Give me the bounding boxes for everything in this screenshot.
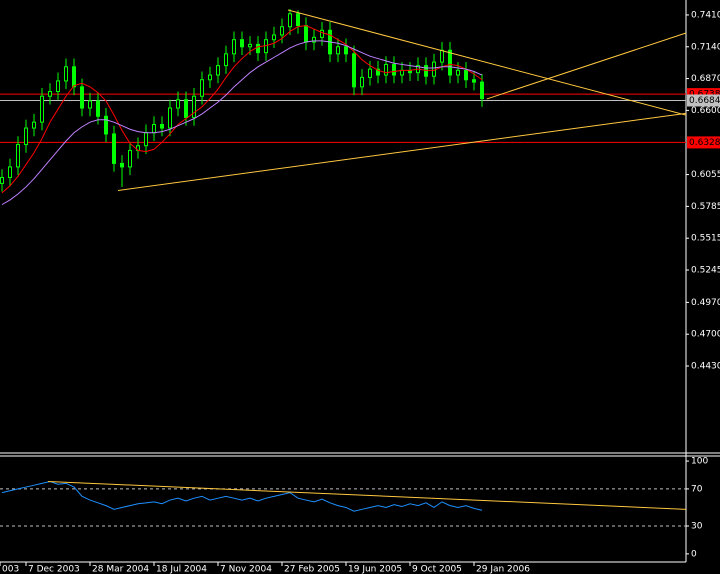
candle-body bbox=[224, 53, 228, 67]
x-tick-label: 19 Jun 2005 bbox=[348, 565, 402, 574]
candle-body bbox=[304, 25, 308, 43]
indicator-line bbox=[1, 480, 483, 512]
y-tick-label: 0.4970 bbox=[691, 298, 720, 308]
trend-line bbox=[47, 480, 687, 510]
y-tick-label: 0.7410 bbox=[691, 10, 720, 20]
candle-body bbox=[392, 63, 396, 76]
candle-body bbox=[336, 46, 340, 55]
candle-body bbox=[432, 61, 436, 77]
candle-body bbox=[240, 39, 244, 48]
candle-body bbox=[32, 121, 36, 129]
y-tick-label: 70 bbox=[691, 484, 703, 494]
x-tick-label: 29 Jan 2006 bbox=[476, 565, 530, 574]
candle-body bbox=[248, 43, 252, 48]
candle-body bbox=[40, 95, 44, 123]
candle-body bbox=[184, 99, 188, 118]
candle-body bbox=[360, 76, 364, 88]
trend-line bbox=[117, 112, 687, 191]
candle-body bbox=[208, 74, 212, 81]
y-tick-label: 0.5785 bbox=[691, 202, 720, 212]
x-tick-label: 18 Jul 2004 bbox=[156, 565, 207, 574]
moving-average bbox=[1, 25, 483, 194]
candle-body bbox=[320, 29, 324, 38]
candle-body bbox=[256, 43, 260, 54]
y-tick-label: 0.6600 bbox=[691, 106, 720, 116]
candle-body bbox=[296, 13, 300, 27]
candle-body bbox=[8, 166, 12, 179]
y-tick-label: 0.6055 bbox=[691, 170, 720, 180]
candle-body bbox=[288, 13, 292, 28]
y-tick-label: 30 bbox=[691, 522, 703, 532]
candle-body bbox=[168, 107, 172, 129]
candle-body bbox=[96, 100, 100, 117]
candle-body bbox=[440, 49, 444, 63]
candle-body bbox=[216, 65, 220, 76]
moving-average bbox=[1, 40, 483, 206]
candle-body bbox=[16, 144, 20, 168]
candle-body bbox=[472, 79, 476, 83]
y-tick-label: 0.6870 bbox=[691, 74, 720, 84]
trend-line bbox=[486, 32, 687, 100]
candle-body bbox=[0, 177, 4, 184]
candle-body bbox=[480, 81, 484, 100]
candle-body bbox=[112, 133, 116, 164]
candle-body bbox=[376, 68, 380, 76]
candle-body bbox=[72, 66, 76, 88]
x-tick-label: 9 Oct 2005 bbox=[412, 565, 462, 574]
price-label-box bbox=[687, 94, 720, 107]
candle-body bbox=[232, 39, 236, 55]
price-label: 0.6328 bbox=[689, 138, 720, 148]
candle-body bbox=[104, 115, 108, 135]
candle-body bbox=[344, 46, 348, 55]
x-tick-label: 27 Feb 2005 bbox=[284, 565, 340, 574]
price-label: 0.6684 bbox=[689, 96, 720, 106]
candle-body bbox=[48, 91, 52, 97]
candle-body bbox=[312, 36, 316, 43]
trend-line bbox=[287, 9, 687, 116]
y-tick-label: 0.5245 bbox=[691, 265, 720, 275]
candle-body bbox=[24, 127, 28, 146]
candle-body bbox=[352, 53, 356, 88]
candle-body bbox=[64, 66, 68, 82]
candle-body bbox=[280, 26, 284, 36]
candle-body bbox=[120, 162, 124, 168]
candle-body bbox=[424, 65, 428, 77]
candle-body bbox=[448, 49, 452, 76]
candle-body bbox=[464, 69, 468, 81]
candle-body bbox=[128, 149, 132, 168]
candle-body bbox=[272, 34, 276, 41]
x-tick-label: 7 Dec 2003 bbox=[28, 565, 80, 574]
x-tick-label: 7 Nov 2004 bbox=[220, 565, 272, 574]
y-tick-label: 100 bbox=[691, 457, 708, 467]
candle-body bbox=[152, 124, 156, 134]
candle-body bbox=[160, 124, 164, 129]
candle-body bbox=[56, 80, 60, 93]
candle-body bbox=[80, 86, 84, 109]
y-tick-label: 0 bbox=[691, 549, 697, 559]
candle-body bbox=[400, 69, 404, 76]
y-tick-label: 0.4430 bbox=[691, 362, 720, 372]
y-tick-label: 0.7140 bbox=[691, 42, 720, 52]
price-label-box bbox=[687, 136, 720, 149]
candle-body bbox=[384, 63, 388, 76]
candle-body bbox=[176, 99, 180, 109]
candle-body bbox=[144, 132, 148, 147]
candle-body bbox=[200, 79, 204, 97]
x-tick-label: 003 bbox=[2, 565, 19, 574]
y-tick-label: 0.5515 bbox=[691, 234, 720, 244]
candle-body bbox=[88, 100, 92, 109]
y-tick-label: 0.4700 bbox=[691, 330, 720, 340]
candle-body bbox=[368, 68, 372, 78]
candle-body bbox=[456, 69, 460, 76]
x-tick-label: 28 Mar 2004 bbox=[92, 565, 149, 574]
candle-body bbox=[192, 95, 196, 118]
